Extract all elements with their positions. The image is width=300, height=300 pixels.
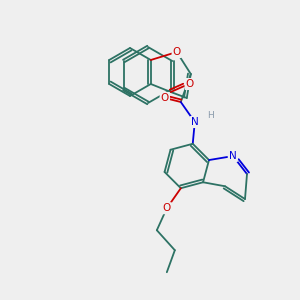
Text: O: O <box>163 203 171 213</box>
Text: O: O <box>173 47 181 57</box>
Text: H: H <box>207 112 214 121</box>
Text: N: N <box>229 151 237 161</box>
Text: O: O <box>161 93 169 103</box>
Text: O: O <box>186 79 194 89</box>
Text: N: N <box>191 117 199 127</box>
